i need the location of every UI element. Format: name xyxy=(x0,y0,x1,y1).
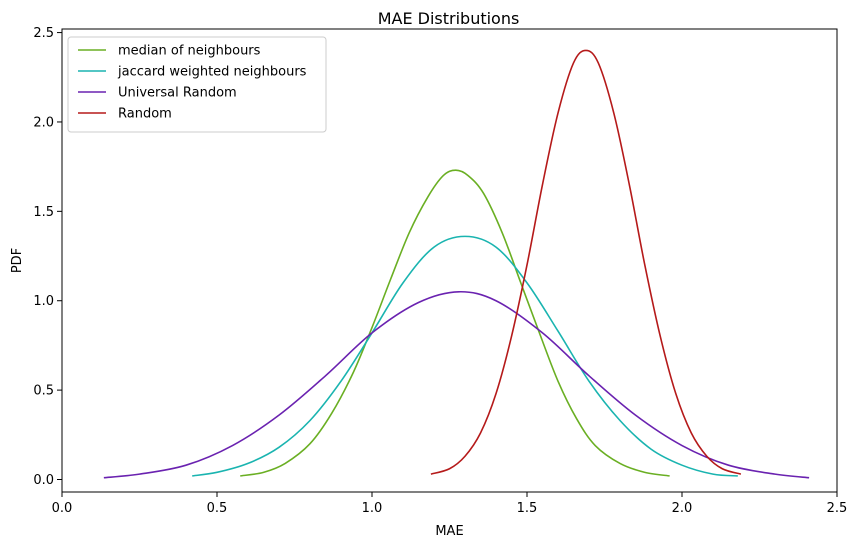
legend-box xyxy=(67,36,327,133)
x-tick-label: 0.0 xyxy=(52,501,73,516)
legend-entry-0: median of neighbours xyxy=(118,44,261,59)
y-tick-label: 0.0 xyxy=(33,473,54,488)
x-tick-label: 2.0 xyxy=(672,501,693,516)
series-layer xyxy=(103,49,810,479)
legend-entry-3: Random xyxy=(118,107,172,122)
series-line-1 xyxy=(192,235,738,477)
x-tick-label: 1.0 xyxy=(362,501,383,516)
legend-entry-1: jaccard weighted neighbours xyxy=(117,65,307,80)
series-line-2 xyxy=(103,290,810,479)
y-axis-label: PDF xyxy=(10,248,25,273)
x-tick-label: 0.5 xyxy=(207,501,228,516)
x-tick-label: 2.5 xyxy=(827,501,848,516)
chart-title: MAE Distributions xyxy=(378,9,520,28)
y-tick-label: 1.5 xyxy=(33,205,54,220)
y-axis: 0.0 0.5 1.0 1.5 2.0 2.5 xyxy=(33,26,62,488)
series-line-0 xyxy=(240,169,670,477)
legend: median of neighbours jaccard weighted nei… xyxy=(67,36,327,133)
series-line-3 xyxy=(430,49,742,475)
x-tick-label: 1.5 xyxy=(517,501,538,516)
x-axis: 0.0 0.5 1.0 1.5 2.0 2.5 xyxy=(52,492,848,516)
y-tick-label: 2.5 xyxy=(33,26,54,41)
x-axis-label: MAE xyxy=(435,524,463,539)
y-tick-label: 2.0 xyxy=(33,115,54,130)
legend-entry-2: Universal Random xyxy=(118,86,237,101)
plot-frame xyxy=(61,28,838,493)
y-tick-label: 0.5 xyxy=(33,384,54,399)
y-tick-label: 1.0 xyxy=(33,294,54,309)
